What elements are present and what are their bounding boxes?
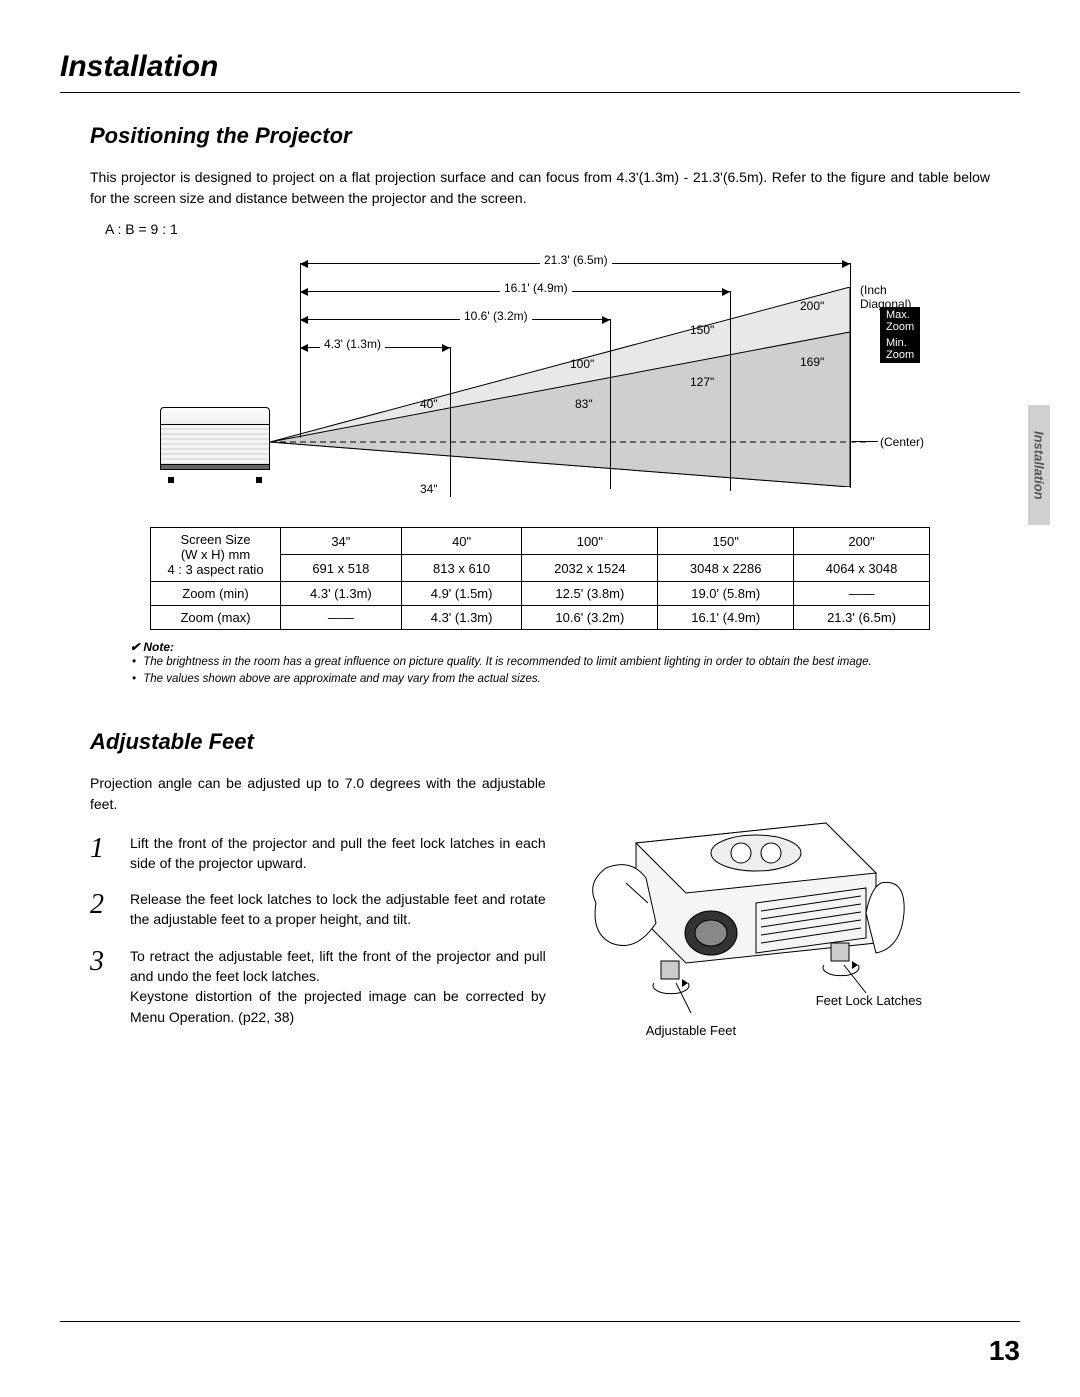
step-1: 1 Lift the front of the projector and pu… <box>90 833 546 874</box>
size-cell: 150" <box>658 528 794 555</box>
dist-label-3: 10.6' (3.2m) <box>460 309 532 323</box>
note-line: The values shown above are approximate a… <box>144 671 990 688</box>
side-tab-label: Installation <box>1032 431 1047 500</box>
table-cell: —— <box>281 606 402 630</box>
footer-rule <box>60 1321 1020 1322</box>
dim-cell: 3048 x 2286 <box>658 555 794 582</box>
zoom-min-head: Zoom (min) <box>151 582 281 606</box>
table-cell: 4.3' (1.3m) <box>401 606 522 630</box>
size-200: 200" <box>800 299 824 313</box>
ratio-text: A : B = 9 : 1 <box>105 221 990 237</box>
note-line: The brightness in the room has a great i… <box>144 654 990 671</box>
table-head-screen: Screen Size (W x H) mm 4 : 3 aspect rati… <box>151 528 281 582</box>
step-num: 3 <box>90 946 116 1027</box>
max-zoom-label: Max. Zoom <box>880 307 920 335</box>
projector-iso-figure <box>576 783 906 1023</box>
positioning-heading: Positioning the Projector <box>90 123 1020 149</box>
projector-side-icon <box>160 407 270 477</box>
page-number: 13 <box>989 1335 1020 1367</box>
step-text: Release the feet lock latches to lock th… <box>130 889 546 930</box>
step-text: To retract the adjustable feet, lift the… <box>130 946 546 1027</box>
table-cell: —— <box>794 582 930 606</box>
min-zoom-label: Min. Zoom <box>880 335 920 363</box>
feet-lock-label: Feet Lock Latches <box>816 993 922 1008</box>
step-2: 2 Release the feet lock latches to lock … <box>90 889 546 930</box>
table-cell: 19.0' (5.8m) <box>658 582 794 606</box>
side-tab: Installation <box>1028 405 1050 525</box>
center-label: (Center) <box>880 435 924 449</box>
dist-arrow-3 <box>300 319 610 320</box>
adj-feet-label: Adjustable Feet <box>646 1023 736 1038</box>
dist-label-1: 21.3' (6.5m) <box>540 253 612 267</box>
table-cell: 4.9' (1.5m) <box>401 582 522 606</box>
zoom-max-head: Zoom (max) <box>151 606 281 630</box>
size-100: 100" <box>570 357 594 371</box>
positioning-intro: This projector is designed to project on… <box>90 167 990 209</box>
dim-cell: 813 x 610 <box>401 555 522 582</box>
dim-cell: 691 x 518 <box>281 555 402 582</box>
size-127: 127" <box>690 375 714 389</box>
size-169: 169" <box>800 355 824 369</box>
size-cell: 100" <box>522 528 658 555</box>
screen-size-table: Screen Size (W x H) mm 4 : 3 aspect rati… <box>150 527 930 630</box>
size-cell: 40" <box>401 528 522 555</box>
beam-area <box>270 287 890 487</box>
step-3: 3 To retract the adjustable feet, lift t… <box>90 946 546 1027</box>
step-num: 1 <box>90 833 116 874</box>
size-cell: 200" <box>794 528 930 555</box>
step-num: 2 <box>90 889 116 930</box>
dist-label-2: 16.1' (4.9m) <box>500 281 572 295</box>
size-34: 34" <box>420 482 438 496</box>
size-83: 83" <box>575 397 593 411</box>
table-cell: 10.6' (3.2m) <box>522 606 658 630</box>
dim-cell: 4064 x 3048 <box>794 555 930 582</box>
note-block: Note: The brightness in the room has a g… <box>130 640 990 689</box>
table-cell: 16.1' (4.9m) <box>658 606 794 630</box>
table-cell: 4.3' (1.3m) <box>281 582 402 606</box>
dist-label-4: 4.3' (1.3m) <box>320 337 385 351</box>
size-150: 150" <box>690 323 714 337</box>
size-cell: 34" <box>281 528 402 555</box>
table-cell: 12.5' (3.8m) <box>522 582 658 606</box>
page-title: Installation <box>60 50 1020 93</box>
projection-diagram: 21.3' (6.5m) 16.1' (4.9m) 10.6' (3.2m) 4… <box>160 257 920 517</box>
dim-cell: 2032 x 1524 <box>522 555 658 582</box>
adjustable-heading: Adjustable Feet <box>90 729 1020 755</box>
table-cell: 21.3' (6.5m) <box>794 606 930 630</box>
size-40: 40" <box>420 397 438 411</box>
adjustable-intro: Projection angle can be adjusted up to 7… <box>90 773 546 815</box>
note-header: Note: <box>130 640 990 654</box>
step-text: Lift the front of the projector and pull… <box>130 833 546 874</box>
